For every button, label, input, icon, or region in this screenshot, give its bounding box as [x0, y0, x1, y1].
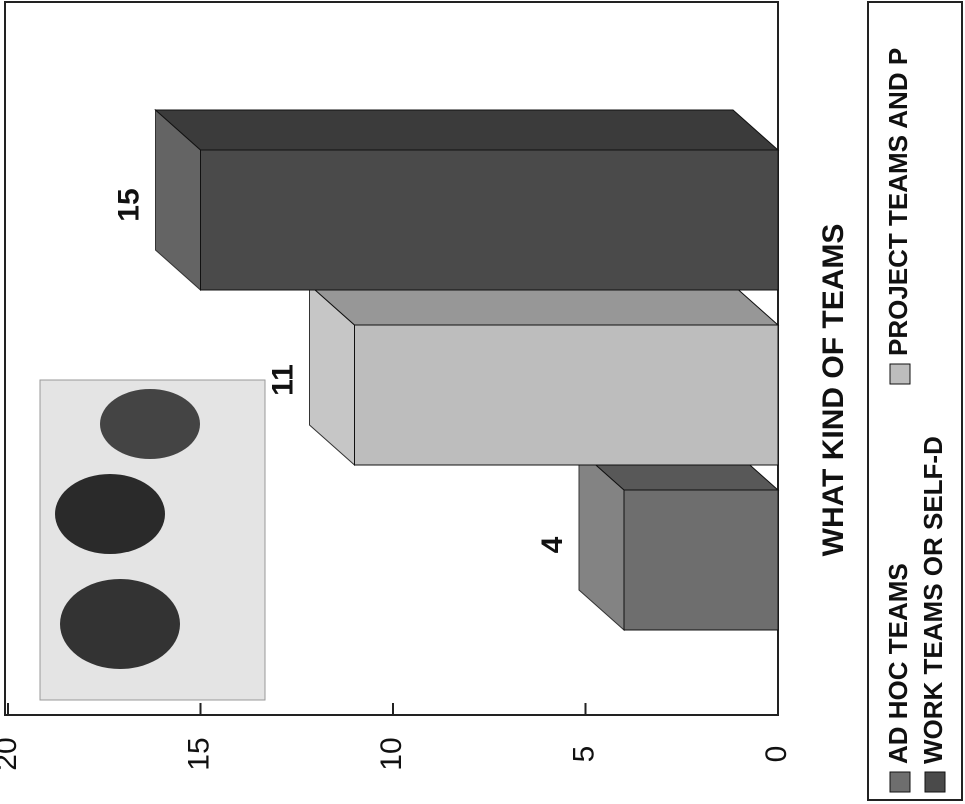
legend-label: WORK TEAMS OR SELF-D	[918, 436, 948, 764]
legend-swatch	[925, 772, 945, 792]
photo	[40, 380, 265, 700]
legend-swatch	[890, 364, 910, 384]
chart-title: WHAT KIND OF TEAMS	[817, 224, 850, 557]
bar	[355, 325, 779, 465]
y-tick-label: 15	[182, 737, 215, 770]
data-label: 4	[536, 536, 569, 553]
y-tick-label: 5	[567, 746, 600, 763]
rotated-chart: WHAT KIND OF TEAMS 0 5 10 15 20 4 11 15 AD HOC T…	[0, 2, 962, 800]
legend-label: AD HOC TEAMS	[883, 563, 913, 764]
data-label: 15	[112, 188, 145, 221]
bar	[624, 490, 778, 630]
y-tick-label: 10	[375, 737, 408, 770]
chart: WHAT KIND OF TEAMS 0 5 10 15 20 4 11 15 AD HOC T…	[0, 0, 965, 804]
bar-side	[310, 285, 779, 325]
bar	[201, 150, 779, 290]
y-tick-label: 20	[0, 737, 23, 770]
bar-side	[156, 110, 779, 150]
legend-swatch	[890, 772, 910, 792]
legend-label: PROJECT TEAMS AND P	[883, 48, 913, 356]
y-tick-label: 0	[760, 746, 793, 763]
data-label: 11	[266, 364, 299, 396]
